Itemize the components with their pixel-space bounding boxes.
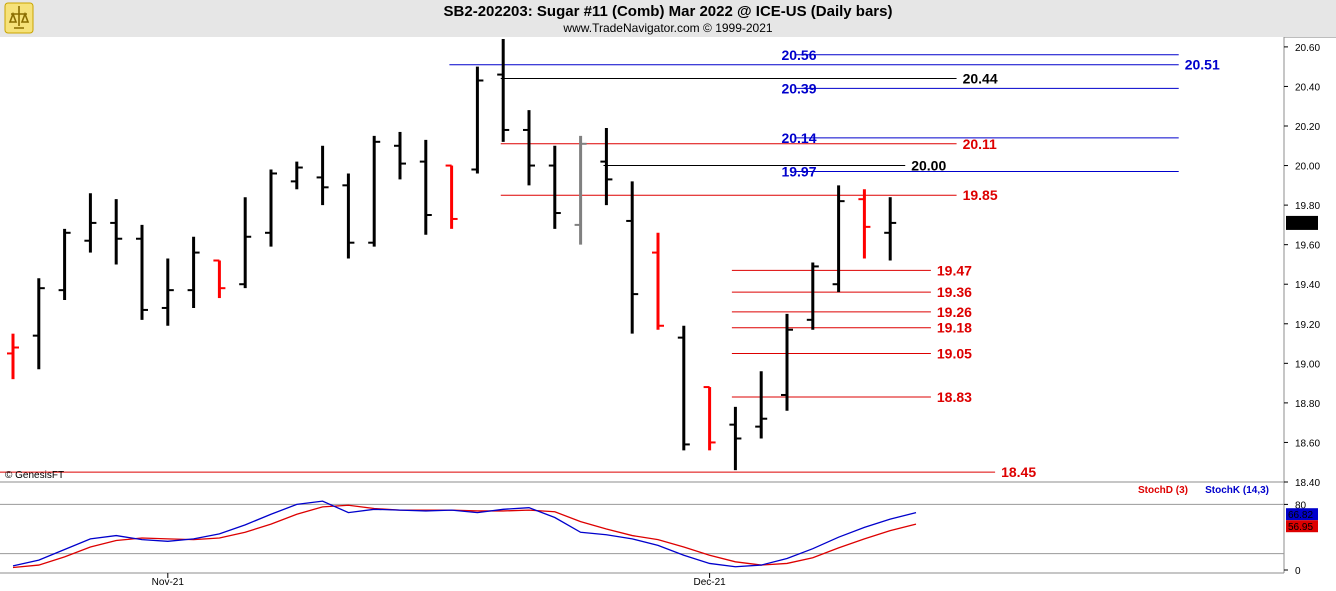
ohlc-bar [213, 259, 226, 299]
level-label-19.97: 19.97 [781, 163, 816, 179]
ohlc-bar [316, 145, 329, 206]
level-label-20.44: 20.44 [963, 71, 998, 87]
ohlc-bar [884, 197, 897, 261]
ohlc-bar [548, 145, 561, 229]
stochd-last-box [1286, 520, 1318, 533]
ohlc-bar [600, 127, 613, 206]
stochk-last-box [1286, 508, 1318, 521]
last-price-box [1286, 215, 1318, 230]
ohlc-bar [239, 197, 252, 289]
ohlc-bar [523, 110, 535, 186]
stochastic-tick-label: 0 [1295, 566, 1301, 577]
ohlc-bar [290, 161, 303, 190]
chart-header: SB2-202203: Sugar #11 (Comb) Mar 2022 @ … [0, 0, 1336, 38]
time-tick-label: Dec-21 [693, 577, 726, 588]
ohlc-bar [58, 228, 71, 301]
ohlc-bar [729, 406, 742, 471]
price-tick-label: 20.40 [1295, 82, 1320, 93]
chart-subtitle: www.TradeNavigator.com © 1999-2021 [563, 21, 773, 35]
price-tick-label: 19.00 [1295, 359, 1320, 370]
trade-navigator-logo-icon [4, 2, 34, 34]
stochd-last-label: 56.95 [1288, 522, 1313, 533]
price-tick-label: 18.40 [1295, 478, 1320, 489]
ohlc-bar [781, 313, 793, 411]
ohlc-bar [858, 189, 871, 259]
price-tick-label: 19.40 [1295, 280, 1320, 291]
ohlc-bar [394, 131, 406, 180]
price-tick-label: 20.00 [1295, 162, 1320, 173]
price-axis: 20.60 20.40 20.20 20.00 19.80 19.60 19.40 19.20… [1284, 43, 1320, 489]
stochastic-pane [0, 482, 1284, 573]
time-tick-label: Nov-21 [152, 577, 185, 588]
ohlc-bar [497, 38, 510, 142]
stochd-legend: StochD (3) [1138, 485, 1188, 496]
ohlc-bar [161, 258, 174, 326]
ohlc-bar [626, 181, 639, 334]
vendor-credit: © GenesisFT [5, 470, 64, 481]
level-label-19.05: 19.05 [937, 345, 972, 361]
ohlc-bar [574, 135, 587, 245]
last-price-marker: 19.71 [1286, 215, 1318, 230]
price-tick-label: 20.20 [1295, 122, 1320, 133]
time-axis: Nov-21 Dec-21 [152, 573, 726, 588]
stochastic-axis: 80 0 [1284, 500, 1307, 577]
ohlc-bar [84, 193, 97, 253]
ohlc-bar [755, 371, 768, 439]
ohlc-bar [832, 185, 845, 293]
ohlc-bars [7, 38, 897, 471]
level-label-19.18: 19.18 [937, 320, 972, 336]
ohlc-bar [110, 199, 123, 265]
level-label-20.39: 20.39 [781, 80, 816, 96]
stochastic-lines [0, 500, 1284, 569]
level-lines: 20.56 20.51 20.44 20.39 20.14 20.11 20.00 19.97… [0, 47, 1220, 480]
price-tick-label: 19.60 [1295, 241, 1320, 252]
ohlc-bar [32, 278, 45, 370]
ohlc-bar [265, 169, 277, 247]
ohlc-bar [652, 232, 664, 330]
level-label-20.56: 20.56 [781, 47, 816, 63]
stochk-last-label: 66.82 [1288, 510, 1313, 521]
level-label-19.85: 19.85 [963, 187, 998, 203]
price-tick-label: 19.80 [1295, 201, 1320, 212]
price-tick-label: 19.20 [1295, 320, 1320, 331]
chart-title: SB2-202203: Sugar #11 (Comb) Mar 2022 @ … [443, 3, 893, 20]
ohlc-bar [703, 386, 716, 451]
level-label-19.36: 19.36 [937, 284, 972, 300]
ohlc-bar [677, 325, 690, 451]
ohlc-bar [7, 333, 19, 380]
price-tick-label: 18.60 [1295, 438, 1320, 449]
ohlc-bar [471, 66, 484, 174]
level-label-20.00: 20.00 [911, 158, 946, 174]
level-label-19.26: 19.26 [937, 304, 972, 320]
ohlc-bar [806, 262, 819, 330]
ohlc-bar [342, 173, 355, 259]
level-label-18.45: 18.45 [1001, 464, 1036, 480]
level-label-19.47: 19.47 [937, 262, 972, 278]
price-tick-label: 20.60 [1295, 43, 1320, 54]
stochk-legend: StochK (14,3) [1205, 485, 1269, 496]
ohlc-bar [419, 139, 432, 235]
level-label-20.11: 20.11 [963, 136, 997, 152]
level-label-18.83: 18.83 [937, 389, 972, 405]
stochastic-tick-label: 80 [1295, 500, 1307, 511]
ohlc-bar [187, 236, 200, 308]
stochastic-line-stoch_k [12, 500, 917, 568]
ohlc-bar [368, 135, 381, 247]
level-label-20.14: 20.14 [781, 130, 816, 146]
last-price-label: 19.71 [1289, 219, 1314, 230]
price-tick-label: 18.80 [1295, 399, 1320, 410]
ohlc-bar [445, 164, 458, 229]
stochastic-line-stoch_d [12, 504, 917, 569]
ohlc-bar [136, 224, 148, 320]
level-label-20.51: 20.51 [1185, 57, 1220, 73]
